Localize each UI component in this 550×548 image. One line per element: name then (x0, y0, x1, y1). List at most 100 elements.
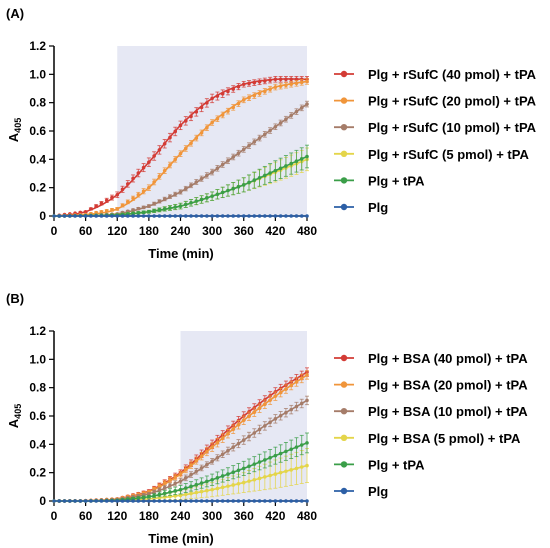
panel-a-data-point (136, 171, 141, 175)
panel-b-data-point (73, 499, 77, 503)
panel-a-data-point (136, 210, 141, 215)
panel-a-data-point (257, 136, 262, 140)
panel-a-data-point (289, 77, 293, 82)
panel-a-data-point (162, 207, 167, 211)
panel-a-data-point (78, 214, 83, 218)
panel-a-data-point (257, 214, 262, 218)
panel-b-data-point (162, 481, 167, 485)
panel-a-legend-marker (340, 177, 348, 184)
panel-a-x-tick-label: 180 (139, 224, 159, 238)
panel-b-data-point (236, 481, 241, 486)
panel-b-data-point (162, 485, 167, 490)
panel-b-data-point (199, 454, 204, 458)
panel-b-data-point (299, 401, 304, 406)
panel-b-data-point (278, 413, 283, 418)
panel-a-legend-label: Plg + rSufC (40 pmol) + tPA (368, 67, 537, 82)
panel-a-data-point (294, 109, 299, 114)
panel-a-x-tick-label: 120 (107, 224, 127, 238)
panel-b-data-point (299, 443, 304, 447)
panel-a-data-point (162, 197, 167, 201)
panel-b-data-point (252, 477, 257, 482)
panel-a-data-point (199, 131, 204, 135)
panel-a-data-point (125, 209, 130, 214)
panel-b-data-point (210, 477, 214, 482)
panel-b-data-point (236, 441, 241, 446)
panel-a-data-point (252, 140, 257, 144)
panel-a-data-point (157, 199, 162, 204)
panel-b-data-point (299, 465, 304, 469)
panel-a-data-point (168, 206, 172, 210)
panel-b-data-point (231, 483, 236, 487)
panel-b-data-point (189, 484, 193, 489)
panel-b-data-point (210, 487, 214, 492)
panel-b-data-point (241, 418, 246, 423)
panel-a-data-point (247, 214, 251, 218)
panel-a-data-point (268, 78, 272, 82)
panel-b-data-point (278, 451, 283, 456)
panel-b-data-point (226, 472, 230, 476)
panel-b-x-tick-label: 360 (234, 509, 254, 523)
panel-a-data-point (162, 168, 167, 173)
panel-a-data-point (94, 214, 98, 218)
panel-b-data-point (136, 499, 141, 503)
panel-a-x-tick-label: 60 (79, 224, 93, 238)
panel-b-data-point (247, 479, 251, 483)
panel-a-data-point (178, 151, 183, 156)
panel-a-data-point (231, 214, 236, 218)
panel-a-data-point (115, 207, 120, 211)
panel-a-data-point (136, 192, 141, 197)
panel-b-data-point (189, 499, 193, 503)
panel-a-data-point (162, 214, 167, 218)
panel-a-data-point (110, 195, 114, 200)
panel-a-data-point (110, 214, 114, 218)
panel-a-data-point (189, 183, 193, 188)
panel-a-label: (A) (6, 6, 24, 21)
panel-b-data-point (247, 414, 251, 419)
panel-a-data-point (231, 87, 236, 91)
panel-b-data-point (194, 458, 199, 463)
panel-b-data-point (125, 499, 130, 503)
panel-b-x-tick-label: 240 (170, 509, 190, 523)
panel-a-series-1 (52, 78, 309, 218)
panel-a-data-point (152, 180, 156, 184)
panel-a-data-point (157, 174, 162, 179)
panel-a-legend-label: Plg + tPA (368, 173, 425, 188)
panel-a-data-point (263, 89, 267, 94)
panel-a-plot: 0 0.2 0.4 0.6 0.8 1.0 1.2 0 60 120 180 240 300 360 420… (29, 39, 317, 238)
panel-a-data-point (147, 160, 151, 164)
panel-a-data-point (226, 188, 230, 193)
panel-b-data-point (199, 481, 204, 485)
panel-a-data-point (131, 214, 135, 218)
panel-b-data-point (247, 434, 251, 439)
panel-b-legend-label: Plg + BSA (5 pmol) + tPA (368, 431, 521, 446)
panel-a-y-tick-label: 1.0 (29, 67, 46, 81)
panel-b-data-point (257, 476, 262, 481)
panel-b-series-5 (52, 499, 309, 503)
panel-b-data-point (215, 476, 220, 480)
panel-b-data-point (168, 478, 172, 482)
panel-a-x-tick-label: 0 (51, 224, 58, 238)
panel-a-data-point (273, 214, 278, 218)
panel-b-data-point (247, 464, 251, 469)
panel-a-legend-label: Plg + rSufC (20 pmol) + tPA (368, 94, 537, 109)
panel-b-data-point (215, 499, 220, 503)
panel-a-data-point (183, 202, 188, 207)
panel-a-data-point (220, 113, 225, 117)
panel-a-data-point (83, 214, 88, 218)
panel-b-legend-label: Plg + BSA (20 pmol) + tPA (368, 378, 528, 393)
panel-a-data-point (199, 176, 204, 181)
panel-a-data-point (305, 102, 309, 106)
panel-b-data-point (220, 499, 225, 503)
panel-a-data-point (236, 184, 241, 189)
panel-b-legend-item: Plg + BSA (10 pmol) + tPA (334, 404, 528, 419)
panel-b-data-point (289, 383, 293, 388)
panel-b-data-point (289, 468, 293, 472)
panel-a-data-point (268, 214, 272, 218)
panel-a-legend-item: Plg + rSufC (40 pmol) + tPA (334, 67, 537, 82)
panel-a-data-point (284, 214, 288, 218)
panel-a-data-point (252, 93, 257, 98)
panel-b-data-point (131, 499, 135, 503)
panel-b-data-point (147, 499, 151, 503)
panel-b-data-point (89, 499, 93, 503)
panel-b-data-point (157, 492, 162, 497)
